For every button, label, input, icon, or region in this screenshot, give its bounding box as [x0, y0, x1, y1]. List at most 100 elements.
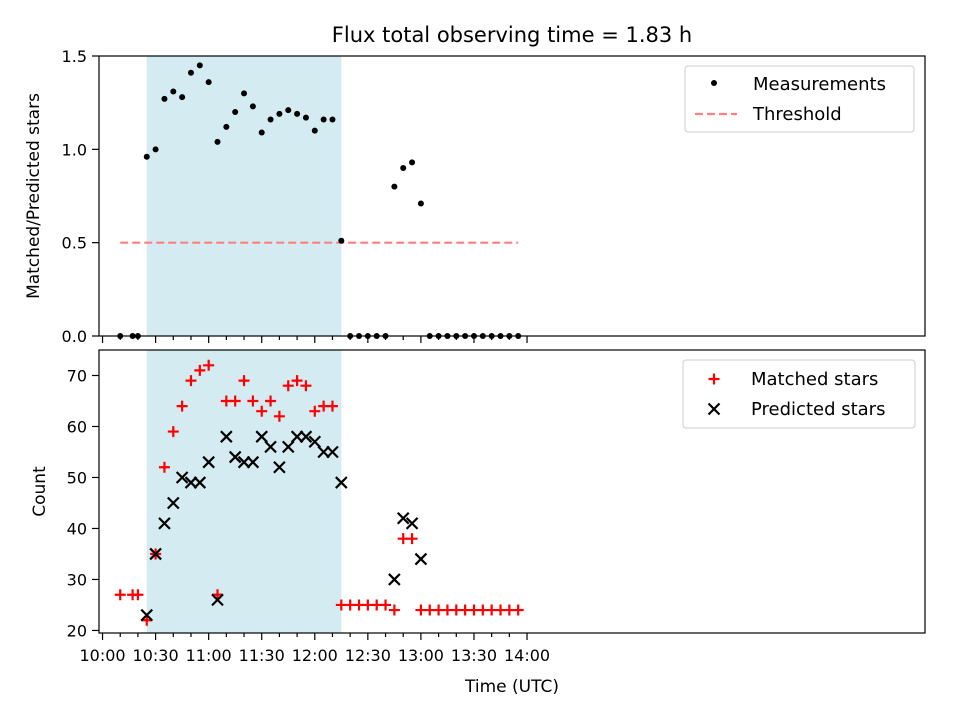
measurement-point	[170, 88, 177, 95]
y-tick-label: 1.5	[62, 47, 87, 66]
predicted-star-marker	[335, 476, 348, 489]
matched-star-marker	[185, 375, 197, 387]
y-tick-label: 40	[67, 519, 87, 538]
measurement-point	[391, 183, 398, 190]
y-axis-label: Count	[30, 466, 50, 517]
predicted-star-marker	[158, 517, 171, 530]
matched-star-marker	[194, 364, 206, 376]
predicted-star-marker	[264, 440, 277, 454]
measurement-point	[417, 200, 424, 207]
measurement-point	[143, 153, 150, 160]
x-tick-label: 14:00	[504, 646, 550, 665]
x-tick-label: 12:30	[345, 646, 391, 665]
y-tick-label: 60	[67, 417, 87, 436]
measurement-point	[249, 103, 256, 110]
predicted-star-marker	[281, 440, 295, 454]
predicted-star-marker	[255, 430, 269, 443]
matched-star-marker	[282, 380, 294, 392]
predicted-star-marker	[414, 552, 428, 566]
legend-label-predicted: Predicted stars	[751, 399, 885, 420]
predicted-star-marker	[326, 445, 339, 459]
matched-star-marker	[158, 461, 170, 473]
measurement-point	[329, 116, 336, 123]
figure-title: Flux total observing time = 1.83 h	[332, 23, 692, 47]
highlight-span	[146, 350, 342, 633]
legend-measurement-marker	[711, 80, 717, 86]
matched-star-marker	[176, 400, 188, 412]
matched-star-marker	[406, 533, 418, 545]
y-tick-label: 0.0	[62, 327, 87, 346]
measurement-point	[241, 90, 248, 97]
legend-label-threshold: Threshold	[752, 104, 842, 125]
predicted-star-marker	[396, 511, 410, 525]
y-axis-label: Matched/Predicted stars	[24, 93, 44, 299]
matched-star-marker	[291, 375, 303, 387]
matched-star-marker	[238, 375, 250, 387]
measurement-point	[294, 110, 301, 117]
matched-star-marker	[273, 410, 285, 422]
measurement-point	[338, 237, 345, 244]
matched-star-marker	[300, 380, 312, 392]
y-tick-label: 0.5	[62, 234, 87, 253]
matched-star-marker	[265, 395, 277, 407]
legend-matched-marker	[708, 373, 720, 385]
predicted-star-marker	[202, 455, 215, 469]
matched-star-marker	[326, 400, 338, 412]
matched-star-marker	[512, 604, 524, 616]
predicted-star-marker	[167, 496, 180, 510]
matched-star-marker	[380, 599, 392, 611]
count-panel: 10:00 10:30 11:00 11:30 12:00 12:30 13:00 13:30…	[30, 349, 926, 665]
legend-box	[684, 65, 915, 133]
predicted-star-marker	[308, 435, 322, 449]
legend-predicted-marker	[707, 402, 721, 416]
predicted-star-marker	[388, 573, 401, 586]
y-tick-label: 1.0	[62, 140, 87, 159]
measurement-point	[285, 107, 292, 114]
predicted-star-marker	[273, 461, 286, 474]
matched-star-marker	[256, 405, 268, 417]
matched-star-marker	[388, 604, 400, 616]
measurement-point	[214, 138, 221, 145]
x-tick-label: 13:00	[398, 646, 444, 665]
x-tick-label: 11:00	[186, 646, 232, 665]
measurement-point	[409, 159, 416, 166]
measurement-point	[232, 109, 239, 115]
predicted-star-marker	[211, 593, 224, 607]
legend-box	[682, 359, 916, 429]
x-tick-label: 12:00	[292, 646, 338, 665]
measurement-point	[267, 116, 274, 123]
x-tick-label: 10:30	[133, 646, 179, 665]
predicted-star-marker	[220, 430, 233, 443]
measurement-point	[223, 123, 230, 130]
measurement-point	[302, 114, 309, 121]
predicted-star-marker	[299, 430, 313, 443]
measurement-point	[400, 165, 407, 171]
measurement-point	[196, 62, 203, 69]
predicted-star-marker	[246, 455, 260, 469]
y-tick-label: 30	[67, 570, 87, 589]
y-tick-label: 50	[67, 468, 87, 487]
measurement-point	[320, 116, 327, 123]
predicted-star-marker	[405, 517, 419, 530]
legend-label-matched: Matched stars	[751, 369, 878, 390]
y-tick-label: 70	[67, 366, 87, 385]
legend: Matched stars Predicted stars	[682, 359, 916, 429]
axes-frame	[98, 55, 926, 337]
axes-frame	[98, 349, 926, 634]
measurement-point	[205, 79, 212, 86]
matched-star-marker	[203, 359, 215, 371]
matched-star-marker	[247, 395, 259, 407]
highlight-span	[146, 56, 342, 336]
measurement-point	[152, 146, 159, 153]
measurement-point	[311, 127, 318, 134]
measurement-point	[187, 69, 194, 76]
ratio-panel: 0.0 0.5 1.0 1.5 Matched/Predicted stars Measu…	[24, 47, 926, 346]
predicted-star-marker	[175, 471, 189, 484]
measurement-point	[179, 94, 186, 101]
predicted-star-marker	[193, 476, 207, 489]
predicted-star-marker	[149, 547, 162, 561]
y-tick-label: 20	[67, 621, 87, 640]
legend-label-measurements: Measurements	[753, 74, 886, 95]
matched-star-marker	[229, 395, 241, 407]
measurement-point	[276, 110, 283, 117]
